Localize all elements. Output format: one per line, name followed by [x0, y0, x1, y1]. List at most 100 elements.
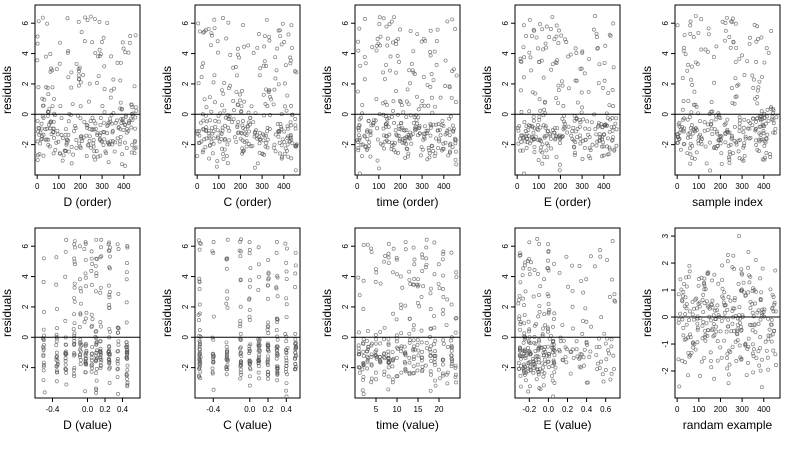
data-point — [407, 355, 412, 360]
data-point — [534, 377, 539, 382]
y-tick-label: 2 — [21, 304, 30, 309]
data-point — [519, 139, 524, 144]
data-point — [97, 47, 102, 52]
x-tick-label: 10 — [393, 405, 402, 414]
data-point — [681, 141, 686, 146]
data-point — [266, 90, 271, 95]
data-point — [392, 121, 396, 125]
data-point — [569, 133, 574, 138]
data-point — [116, 247, 121, 251]
data-point — [209, 33, 214, 38]
data-point — [530, 125, 535, 130]
x-tick-label: 200 — [714, 182, 728, 191]
data-point — [102, 137, 107, 142]
data-point — [197, 365, 202, 369]
data-point — [238, 350, 243, 355]
data-point — [234, 139, 239, 144]
data-point — [98, 320, 103, 325]
data-point — [210, 370, 215, 375]
data-point — [518, 88, 523, 93]
data-point — [280, 137, 285, 142]
data-point — [231, 117, 236, 122]
data-point — [587, 354, 592, 359]
data-point — [751, 370, 756, 375]
data-point — [692, 342, 697, 347]
data-point — [72, 256, 77, 261]
data-point — [124, 320, 129, 325]
data-point — [399, 103, 404, 108]
data-point — [197, 340, 202, 345]
data-point — [246, 120, 251, 125]
data-point — [225, 357, 229, 362]
data-point — [676, 292, 681, 297]
data-point — [41, 352, 46, 357]
data-point — [410, 68, 415, 73]
data-point — [422, 103, 427, 108]
data-point — [63, 358, 68, 363]
data-point — [96, 74, 101, 79]
data-point — [595, 367, 600, 371]
data-point — [132, 140, 137, 145]
data-point — [238, 370, 243, 375]
data-point — [106, 283, 111, 288]
data-point — [545, 359, 550, 364]
data-point — [356, 140, 361, 144]
data-point — [737, 343, 742, 348]
data-point — [415, 362, 420, 367]
data-point — [453, 374, 458, 379]
data-point — [538, 387, 543, 392]
data-point — [612, 148, 617, 153]
data-point — [527, 266, 532, 271]
data-point — [247, 297, 252, 302]
data-point — [237, 55, 242, 60]
data-point — [568, 371, 573, 376]
data-point — [602, 123, 607, 128]
data-point — [570, 129, 575, 134]
data-point — [723, 28, 728, 33]
data-point — [209, 43, 213, 48]
data-point — [394, 355, 399, 360]
data-point — [535, 126, 540, 131]
data-point — [116, 125, 121, 130]
data-point — [266, 88, 271, 93]
data-point — [449, 364, 454, 369]
data-point — [83, 316, 88, 321]
data-point — [419, 358, 424, 363]
data-point — [527, 17, 532, 22]
data-point — [117, 142, 122, 147]
data-point — [280, 21, 285, 26]
data-point — [524, 378, 528, 383]
data-point — [763, 155, 767, 160]
data-point — [726, 372, 731, 377]
plot-frame — [674, 4, 781, 176]
x-tick-label: 200 — [714, 405, 728, 414]
data-point — [84, 348, 89, 353]
data-point — [286, 126, 290, 131]
data-point — [225, 237, 230, 242]
data-point — [579, 66, 584, 71]
data-point — [92, 127, 97, 132]
x-tick-label: 0.2 — [99, 405, 111, 414]
data-point — [588, 148, 593, 153]
data-point — [558, 137, 563, 142]
data-point — [63, 356, 68, 361]
data-point — [606, 348, 611, 353]
data-point — [542, 100, 547, 105]
y-tick-label: 2 — [501, 81, 510, 86]
data-point — [406, 102, 411, 107]
data-point — [768, 287, 773, 292]
data-point — [734, 140, 739, 145]
data-point — [518, 320, 523, 325]
data-point — [238, 360, 243, 365]
data-point — [246, 110, 251, 115]
data-point — [532, 126, 537, 131]
data-point — [210, 126, 214, 130]
x-tick-label: 200 — [394, 182, 408, 191]
data-point — [72, 366, 77, 370]
data-point — [247, 360, 252, 365]
data-point — [557, 28, 561, 33]
data-point — [678, 147, 683, 152]
data-point — [588, 254, 593, 259]
data-point — [264, 141, 269, 146]
